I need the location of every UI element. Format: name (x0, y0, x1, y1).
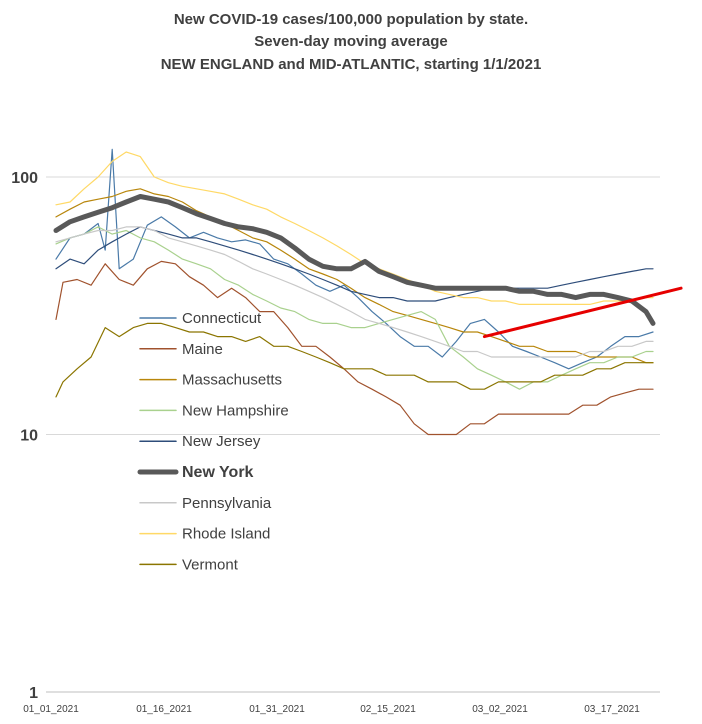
legend-label: New Jersey (182, 433, 261, 450)
x-tick-label: 02_15_2021 (360, 704, 416, 715)
series-line-connecticut (55, 148, 654, 370)
chart-legend: Connecticut Maine Massachusetts New Hampshi… (137, 310, 289, 573)
x-tick-label: 01_16_2021 (136, 704, 192, 715)
legend-label: Connecticut (182, 310, 262, 327)
x-tick-label: 01_31_2021 (249, 704, 305, 715)
x-tick-label: 03_02_2021 (472, 704, 528, 715)
y-tick-label: 10 (20, 428, 38, 445)
legend-label: Maine (182, 341, 223, 358)
y-tick-label: 100 (11, 170, 38, 187)
trend-annotation-line (482, 286, 683, 339)
legend-label: Massachusetts (182, 372, 282, 389)
legend-label: Rhode Island (182, 526, 270, 543)
x-tick-label: 03_17_2021 (584, 704, 640, 715)
chart-title-line-1: New COVID-19 cases/100,000 population by… (174, 11, 528, 28)
y-axis-ticks: 1 10 100 (11, 170, 38, 702)
series-line-massachusetts (55, 188, 654, 364)
legend-label: Vermont (182, 556, 239, 573)
chart-series (53, 148, 656, 436)
series-line-new-hampshire (55, 226, 654, 390)
series-line-pennsylvania (55, 226, 654, 358)
x-tick-label: 01_01_2021 (23, 704, 79, 715)
chart-title-line-2: Seven-day moving average (254, 33, 447, 50)
chart-gridlines (46, 176, 660, 693)
series-line-new-york (53, 194, 656, 326)
chart-title-line-3: NEW ENGLAND and MID-ATLANTIC, starting 1… (161, 56, 542, 73)
legend-label: New Hampshire (182, 402, 289, 419)
y-tick-label: 1 (29, 685, 38, 702)
legend-label: Pennsylvania (182, 495, 272, 512)
chart-title: New COVID-19 cases/100,000 population by… (161, 11, 542, 73)
legend-label: New York (182, 464, 254, 481)
series-line-maine (55, 260, 654, 436)
series-line-rhode-island (55, 151, 654, 305)
x-axis-ticks: 01_01_2021 01_16_2021 01_31_2021 02_15_2021… (23, 704, 640, 715)
trend-annotation (482, 286, 683, 339)
series-line-vermont (55, 322, 654, 398)
